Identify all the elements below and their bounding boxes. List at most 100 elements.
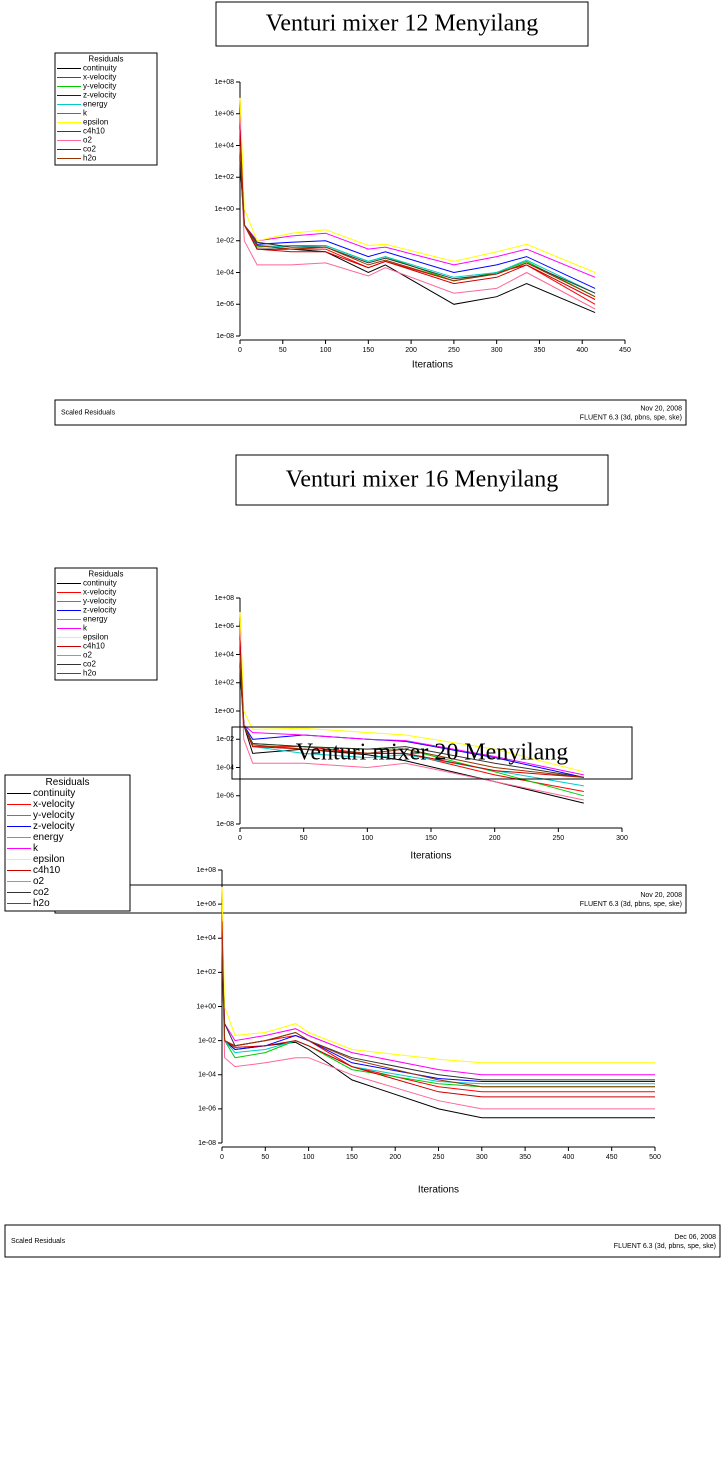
legend-label: c4h10 (83, 127, 105, 136)
title-box (235, 454, 609, 506)
x-tick-label: 150 (362, 347, 374, 354)
residual-line (221, 887, 655, 1093)
legend-label: c4h10 (33, 865, 61, 876)
legend-label: continuity (83, 64, 117, 73)
legend-title: Residuals (88, 55, 123, 64)
y-tick-label: 1e-04 (216, 269, 234, 276)
y-tick-label: 1e-08 (216, 333, 234, 340)
x-tick-label: 0 (238, 347, 242, 354)
residual-line (221, 938, 655, 1088)
legend-label: x-velocity (83, 73, 116, 82)
footer-box (54, 399, 687, 426)
y-tick-label: 1e+00 (214, 206, 234, 213)
y-tick-label: 1e-08 (198, 1140, 216, 1147)
residual-line (239, 612, 584, 773)
y-tick-label: 1e+02 (214, 174, 234, 181)
y-tick-label: 1e-06 (216, 793, 234, 800)
x-tick-label: 0 (220, 1154, 224, 1161)
y-tick-label: 1e+04 (214, 651, 234, 658)
y-tick-label: 1e+04 (214, 142, 234, 149)
legend-label: co2 (83, 145, 96, 154)
residual-line (239, 97, 596, 305)
legend-label: energy (33, 832, 64, 843)
legend-label: x-velocity (33, 799, 75, 810)
footer-date: Nov 20, 2008 (640, 405, 682, 412)
residual-line (239, 654, 584, 778)
x-tick-label: 100 (361, 835, 373, 842)
legend-label: epsilon (33, 854, 65, 865)
footer-version: FLUENT 6.3 (3d, pbns, spe, ske) (580, 901, 682, 908)
y-tick-label: 1e-02 (216, 736, 234, 743)
legend-label: energy (83, 615, 107, 624)
legend-label: x-velocity (83, 588, 116, 597)
residual-line (221, 955, 655, 1081)
residual-line (221, 938, 655, 1085)
footer-label: Scaled Residuals (11, 1238, 66, 1245)
residual-line (221, 921, 655, 1098)
y-tick-label: 1e+06 (214, 623, 234, 630)
footer-date: Nov 20, 2008 (640, 892, 682, 899)
x-tick-label: 200 (389, 1154, 401, 1161)
figure-title: Venturi mixer 20 Menyilang (296, 740, 569, 766)
residual-line (239, 161, 596, 314)
x-tick-label: 0 (238, 835, 242, 842)
legend-label: y-velocity (83, 597, 116, 606)
y-tick-label: 1e-08 (216, 821, 234, 828)
legend-label: epsilon (83, 633, 108, 642)
x-tick-label: 400 (576, 347, 588, 354)
title-box (215, 1, 589, 47)
residual-line (239, 129, 596, 300)
x-tick-label: 450 (606, 1154, 618, 1161)
legend-label: c4h10 (83, 642, 105, 651)
legend-title: Residuals (46, 777, 90, 788)
legend-label: co2 (33, 887, 50, 898)
x-tick-label: 300 (616, 835, 628, 842)
x-tick-label: 350 (534, 347, 546, 354)
residual-line (239, 145, 596, 310)
x-tick-label: 500 (649, 1154, 661, 1161)
y-tick-label: 1e+08 (196, 867, 216, 874)
legend-label: h2o (83, 154, 97, 163)
legend-label: h2o (83, 669, 97, 678)
legend-label: y-velocity (33, 810, 75, 821)
legend-box (54, 52, 158, 166)
residual-line (239, 97, 596, 273)
x-tick-label: 150 (425, 835, 437, 842)
x-tick-label: 350 (519, 1154, 531, 1161)
x-tick-label: 250 (448, 347, 460, 354)
y-tick-label: 1e+06 (196, 901, 216, 908)
legend-label: o2 (83, 651, 92, 660)
x-tick-label: 50 (261, 1154, 269, 1161)
x-tick-label: 100 (303, 1154, 315, 1161)
x-tick-label: 400 (563, 1154, 575, 1161)
x-axis-label: Iterations (418, 1185, 459, 1196)
residual-line (221, 938, 655, 1110)
y-tick-label: 1e+08 (214, 595, 234, 602)
y-tick-label: 1e+00 (214, 708, 234, 715)
legend-label: continuity (33, 788, 75, 799)
footer-version: FLUENT 6.3 (3d, pbns, spe, ske) (614, 1243, 716, 1250)
x-axis-label: Iterations (410, 851, 451, 862)
x-axis-label: Iterations (412, 360, 453, 371)
footer-date: Dec 06, 2008 (674, 1234, 716, 1241)
x-tick-label: 450 (619, 347, 631, 354)
y-tick-label: 1e+02 (214, 680, 234, 687)
y-tick-label: 1e+08 (214, 79, 234, 86)
footer-label: Scaled Residuals (61, 409, 116, 416)
x-tick-label: 250 (552, 835, 564, 842)
legend-label: o2 (83, 136, 92, 145)
y-tick-label: 1e-06 (216, 301, 234, 308)
y-tick-label: 1e-04 (216, 764, 234, 771)
residual-line (239, 145, 596, 294)
residual-line (239, 626, 584, 797)
footer-box (4, 1224, 721, 1258)
y-tick-label: 1e+04 (196, 935, 216, 942)
legend-box (54, 567, 158, 681)
y-tick-label: 1e-04 (198, 1072, 216, 1079)
legend-label: h2o (33, 898, 50, 909)
legend-label: o2 (33, 876, 45, 887)
y-tick-label: 1e+00 (196, 1003, 216, 1010)
residual-line (239, 145, 596, 298)
legend-box (4, 774, 131, 912)
